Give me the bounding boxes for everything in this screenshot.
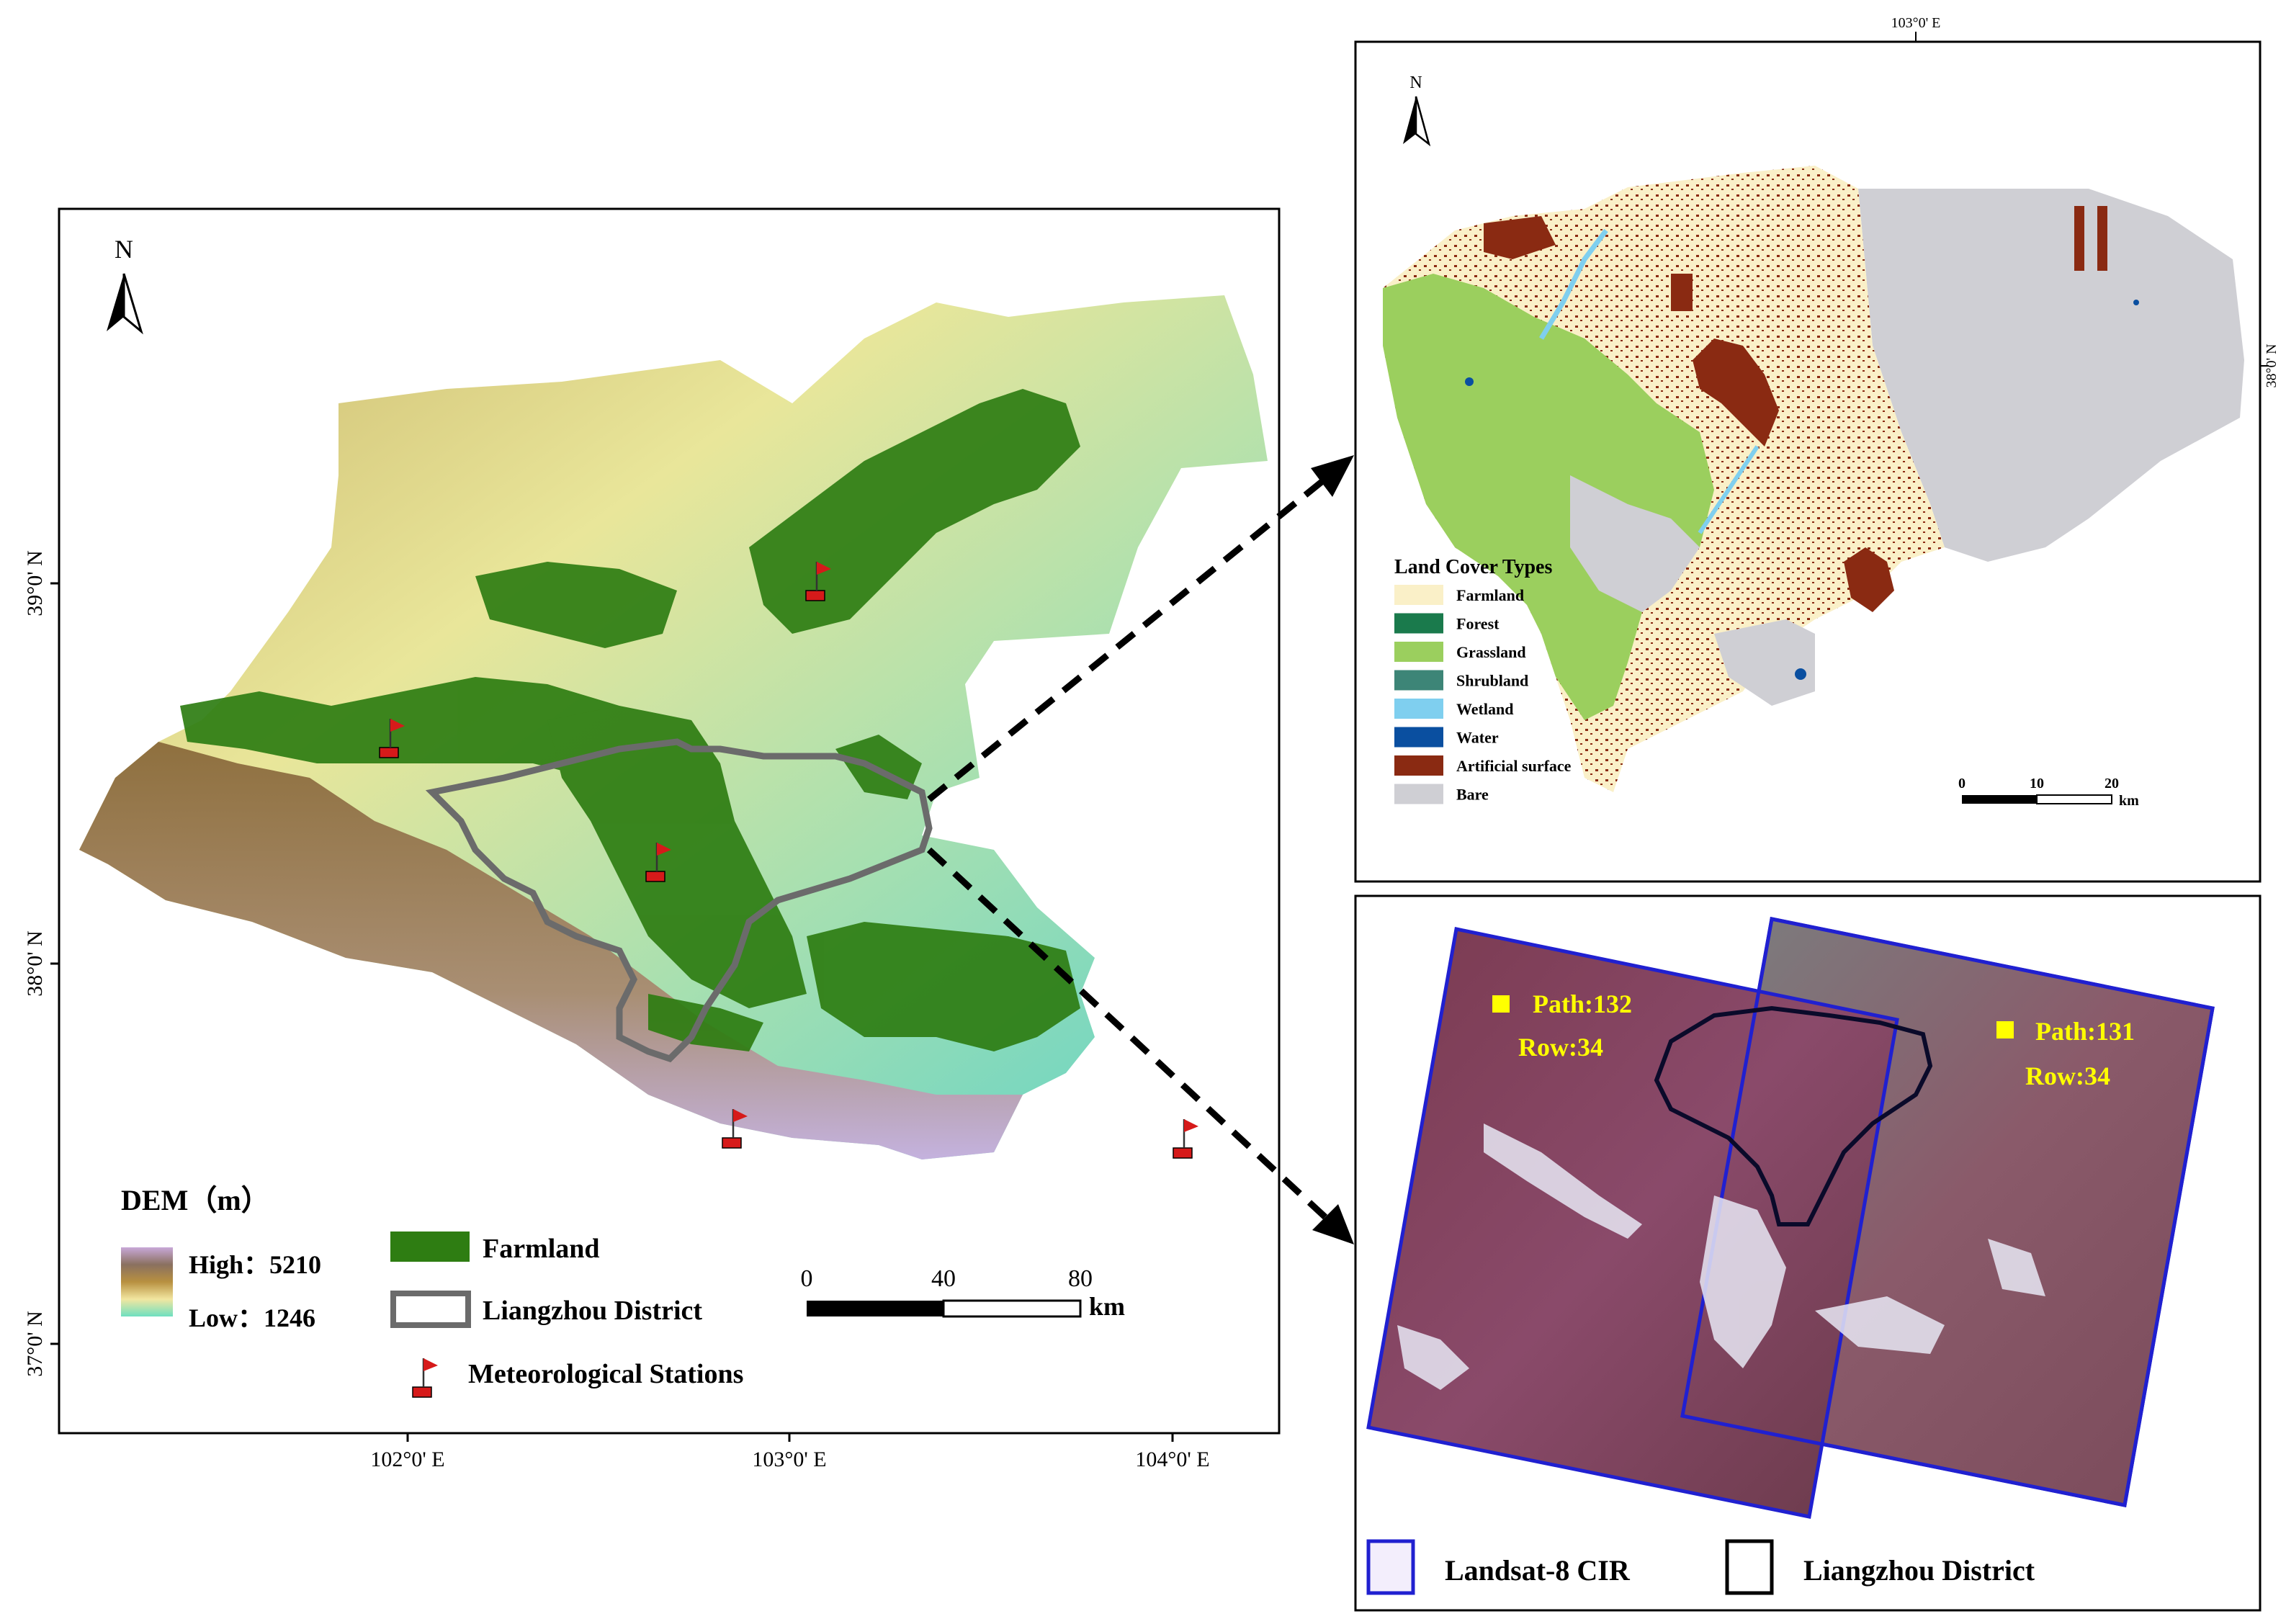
station-marker bbox=[645, 843, 671, 882]
landsat-district-outline bbox=[1654, 1005, 1933, 1226]
landcover-legend-label: Water bbox=[1456, 729, 1499, 747]
station-marker bbox=[805, 562, 831, 601]
scene-132-row: Row:34 bbox=[1518, 1033, 1603, 1062]
north-label-landcover: N bbox=[1409, 73, 1422, 92]
landsat-scenes bbox=[1366, 917, 2215, 1519]
landcover-legend-label: Forest bbox=[1456, 615, 1500, 633]
scale-tick-label: 0 bbox=[1958, 776, 1965, 791]
station-marker bbox=[379, 719, 405, 758]
liangzhou-district-outline bbox=[425, 738, 933, 1063]
farmland-legend-swatch bbox=[390, 1232, 470, 1262]
district-legend-label: Liangzhou District bbox=[483, 1296, 702, 1326]
landcover-legend-label: Artificial surface bbox=[1456, 757, 1572, 775]
landcover-legend-swatch bbox=[1394, 642, 1443, 662]
farmland-legend-label: Farmland bbox=[483, 1234, 600, 1264]
landsat-legend-label: Landsat-8 CIR bbox=[1445, 1554, 1631, 1587]
lon-tick-label: 102°0' E bbox=[370, 1448, 444, 1471]
scale-tick-label: 10 bbox=[2030, 776, 2044, 791]
landsat-district-legend-label: Liangzhou District bbox=[1803, 1554, 2035, 1587]
scale-tick-label: 0 bbox=[801, 1265, 813, 1292]
landcover-legend-swatch bbox=[1394, 727, 1443, 748]
landcover-legend-label: Wetland bbox=[1456, 700, 1513, 718]
farmland-patches bbox=[180, 389, 1080, 1051]
lat-tick-label: 38°0' N bbox=[23, 930, 47, 997]
lat-axis bbox=[50, 582, 59, 1345]
lon-tick-label: 103°0' E bbox=[752, 1448, 826, 1471]
scene-131-row: Row:34 bbox=[2025, 1062, 2110, 1090]
landcover-legend-title: Land Cover Types bbox=[1394, 556, 1552, 578]
station-legend-icon bbox=[412, 1358, 438, 1398]
landcover-legend-swatch bbox=[1394, 755, 1443, 776]
station-marker bbox=[722, 1109, 748, 1149]
scene-131-label: Path:131 Row:34 bbox=[1996, 1017, 2135, 1090]
lon-axis bbox=[406, 1433, 1174, 1442]
landcover-legend: Land Cover Types Farmland Forest Grassland… bbox=[1394, 556, 1572, 804]
scale-tick-label: 20 bbox=[2105, 776, 2119, 791]
landcover-legend-swatch bbox=[1394, 670, 1443, 691]
landcover-legend-label: Grassland bbox=[1456, 643, 1526, 661]
landcover-region bbox=[1383, 166, 2244, 792]
north-arrow-left: N bbox=[107, 235, 143, 335]
landcover-legend-label: Farmland bbox=[1456, 586, 1524, 604]
left-scale-bar: 0 40 80 km bbox=[801, 1265, 1126, 1321]
north-label-left: N bbox=[115, 235, 133, 264]
station-marker bbox=[1173, 1119, 1198, 1159]
dem-legend-title: DEM（m） bbox=[121, 1184, 270, 1216]
lat-tick-label: 39°0' N bbox=[23, 550, 47, 616]
scale-tick-label: 40 bbox=[931, 1265, 956, 1292]
scale-unit: km bbox=[1089, 1292, 1125, 1321]
scale-tick-label: 80 bbox=[1068, 1265, 1093, 1292]
landcover-lon-label: 103°0' E bbox=[1891, 15, 1941, 31]
scene-131-path: Path:131 bbox=[2035, 1017, 2135, 1046]
landcover-legend-swatch bbox=[1394, 784, 1443, 804]
connector-arrows bbox=[926, 455, 1354, 1244]
landcover-legend-swatch bbox=[1394, 699, 1443, 719]
district-legend-swatch bbox=[390, 1291, 471, 1328]
station-legend-label: Meteorological Stations bbox=[468, 1359, 743, 1389]
scale-unit: km bbox=[2119, 793, 2139, 809]
landcover-scale-bar: 0 10 20 km bbox=[1958, 776, 2139, 809]
dem-legend-ramp bbox=[121, 1247, 173, 1316]
dem-high-label: High：5210 bbox=[189, 1250, 321, 1279]
lon-tick-label: 104°0' E bbox=[1135, 1448, 1209, 1471]
scene-132-path: Path:132 bbox=[1533, 990, 1632, 1018]
landcover-legend-label: Bare bbox=[1456, 786, 1489, 804]
scene-132-label: Path:132 Row:34 bbox=[1492, 990, 1632, 1062]
landcover-legend-swatch bbox=[1394, 585, 1443, 605]
landcover-legend-swatch bbox=[1394, 613, 1443, 634]
dem-low-label: Low：1246 bbox=[189, 1304, 315, 1332]
district-legend-swatch bbox=[1725, 1539, 1774, 1595]
lat-tick-label: 37°0' N bbox=[23, 1311, 47, 1377]
north-arrow-landcover: N bbox=[1403, 73, 1431, 147]
landcover-lat-label: 38°0' N bbox=[2264, 344, 2280, 387]
left-legend: DEM（m） High：5210 Low：1246 Farmland Liang… bbox=[121, 1184, 743, 1398]
landcover-legend-label: Shrubland bbox=[1456, 672, 1528, 690]
meteorological-stations bbox=[379, 562, 1198, 1159]
landsat-legend-swatch bbox=[1366, 1539, 1415, 1595]
landsat-legend: Landsat-8 CIR Liangzhou District bbox=[1366, 1539, 2035, 1595]
